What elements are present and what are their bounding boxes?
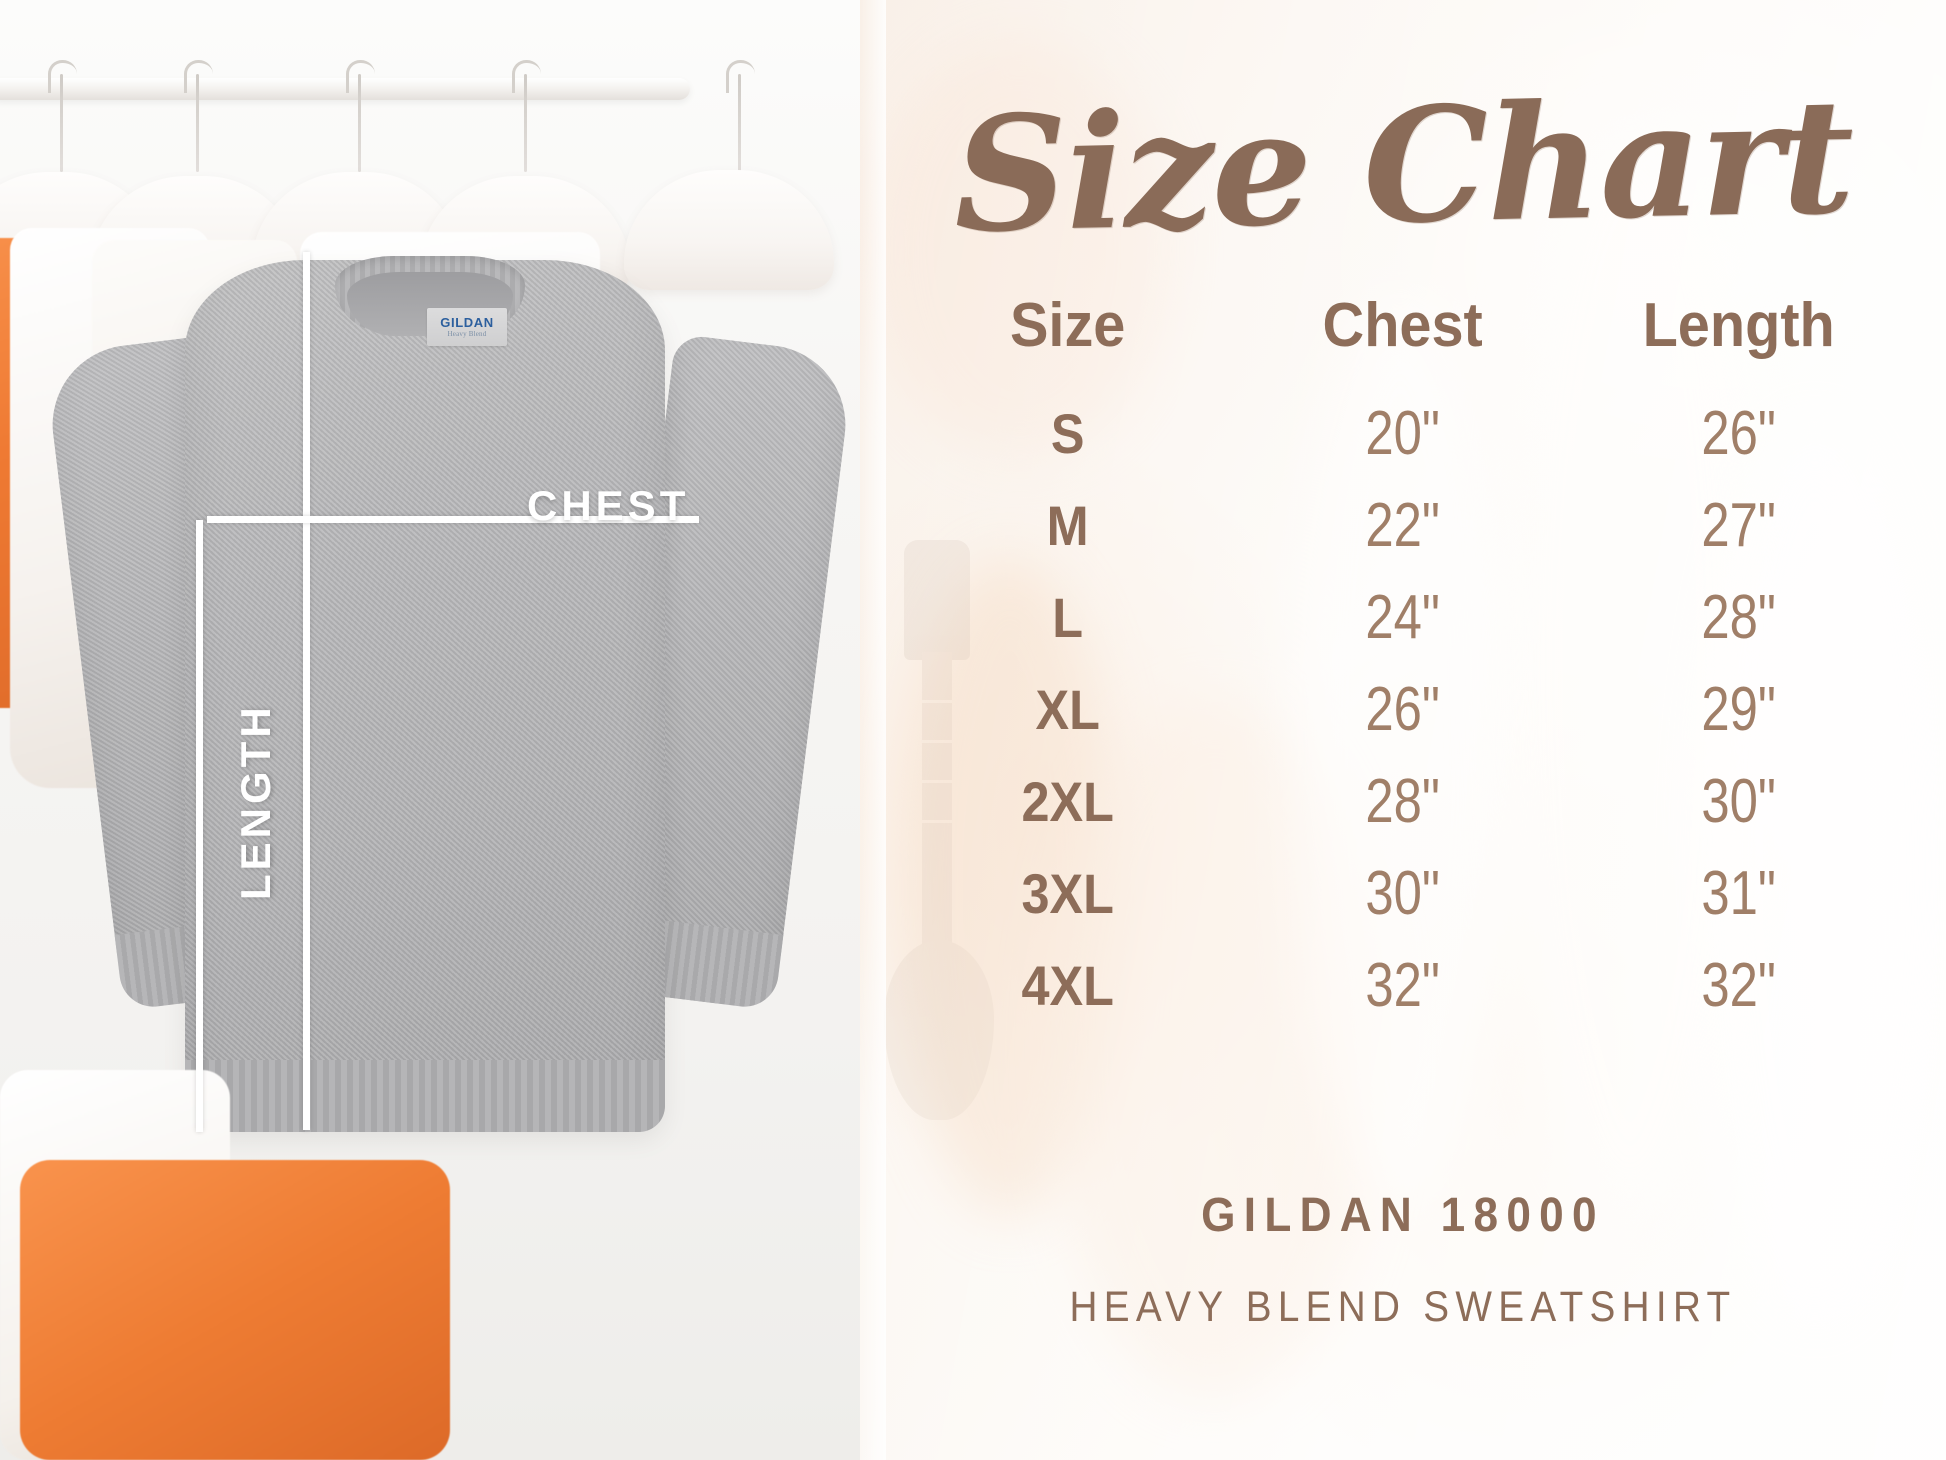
table-row: 2XL 28" 30": [900, 755, 1906, 847]
cell-size: S: [1050, 401, 1085, 465]
cell-chest: 22": [1365, 490, 1441, 560]
table-row: XL 26" 29": [900, 663, 1906, 755]
hanger-hook: [48, 60, 77, 172]
garment-bottom-orange: [20, 1160, 450, 1460]
cell-length: 28": [1701, 582, 1776, 652]
sweatshirt-body: [185, 260, 665, 1130]
size-chart-panel: Size Chart Size Chest Length S 20" 26" M…: [860, 0, 1946, 1460]
panel-left-edge-fade: [860, 0, 886, 1460]
cell-chest: 32": [1365, 950, 1441, 1020]
chest-label: CHEST: [527, 482, 690, 529]
cell-chest: 30": [1365, 858, 1441, 928]
hanger-hook: [512, 60, 541, 172]
column-header-size: Size: [1009, 291, 1126, 360]
cell-chest: 26": [1365, 674, 1441, 744]
cell-length: 31": [1701, 858, 1776, 928]
neck-label-brand: GILDAN: [440, 315, 494, 330]
length-measure-line-left: [196, 520, 203, 1132]
chest-measure-line: [207, 516, 699, 523]
sweatshirt-grey: GILDAN Heavy Blend: [43, 250, 855, 1150]
cell-size: 4XL: [1021, 953, 1114, 1017]
cell-length: 30": [1701, 766, 1776, 836]
sweatshirt-hem: [185, 1060, 665, 1132]
table-header-row: Size Chest Length: [900, 290, 1906, 361]
footer-tagline: HEAVY BLEND SWEATSHIRT: [1069, 1283, 1737, 1331]
product-photo: GILDAN Heavy Blend CHEST LENGTH: [0, 0, 880, 1460]
cell-size: XL: [1035, 677, 1100, 741]
table-row: L 24" 28": [900, 571, 1906, 663]
neck-label-sub: Heavy Blend: [447, 330, 487, 338]
column-header-length: Length: [1642, 291, 1835, 360]
cell-size: 3XL: [1021, 861, 1114, 925]
cell-length: 26": [1701, 398, 1776, 468]
page-title: Size Chart: [951, 64, 1855, 269]
cell-size: M: [1046, 493, 1089, 557]
panel-white-veil: [860, 0, 1946, 1460]
cell-chest: 28": [1365, 766, 1441, 836]
hanger: [624, 170, 834, 290]
table-row: 3XL 30" 31": [900, 847, 1906, 939]
table-row: M 22" 27": [900, 479, 1906, 571]
table-row: 4XL 32" 32": [900, 939, 1906, 1031]
hanger-hook: [726, 60, 755, 172]
cell-chest: 24": [1365, 582, 1441, 652]
panel-content: Size Chart Size Chest Length S 20" 26" M…: [860, 0, 1946, 1460]
cell-length: 29": [1701, 674, 1776, 744]
cell-length: 32": [1701, 950, 1776, 1020]
cell-chest: 20": [1365, 398, 1441, 468]
table-row: S 20" 26": [900, 387, 1906, 479]
length-label: LENGTH: [232, 703, 279, 900]
footer-brand: GILDAN 18000: [1201, 1189, 1605, 1242]
cell-size: 2XL: [1021, 769, 1114, 833]
gildan-neck-label: GILDAN Heavy Blend: [427, 308, 507, 346]
size-table: Size Chest Length S 20" 26" M 22" 27" L …: [900, 290, 1906, 1031]
cell-size: L: [1052, 585, 1084, 649]
hanger-hook: [184, 60, 213, 172]
hanger-hook: [346, 60, 375, 172]
footer: GILDAN 18000 HEAVY BLEND SWEATSHIRT: [860, 1188, 1946, 1332]
column-header-chest: Chest: [1322, 291, 1484, 360]
cell-length: 27": [1701, 490, 1776, 560]
length-measure-line: [303, 252, 310, 1130]
clothing-rail: [0, 78, 690, 100]
